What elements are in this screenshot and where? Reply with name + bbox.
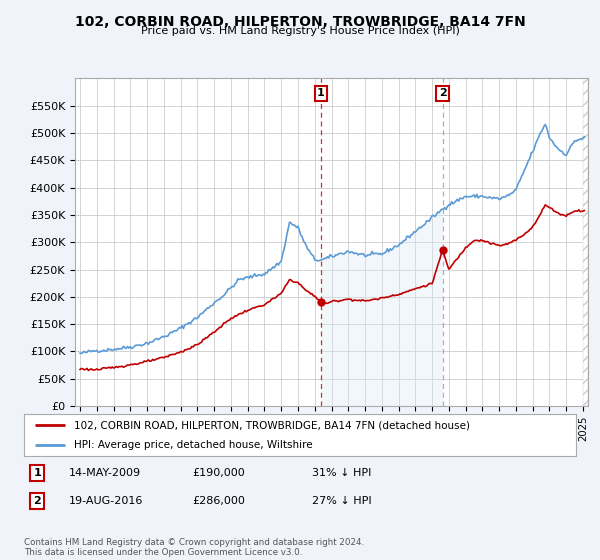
- Text: 1: 1: [34, 468, 41, 478]
- Text: Price paid vs. HM Land Registry's House Price Index (HPI): Price paid vs. HM Land Registry's House …: [140, 26, 460, 36]
- Text: HPI: Average price, detached house, Wiltshire: HPI: Average price, detached house, Wilt…: [74, 441, 313, 450]
- Text: 102, CORBIN ROAD, HILPERTON, TROWBRIDGE, BA14 7FN: 102, CORBIN ROAD, HILPERTON, TROWBRIDGE,…: [74, 15, 526, 29]
- Text: 31% ↓ HPI: 31% ↓ HPI: [312, 468, 371, 478]
- Text: 1: 1: [317, 88, 325, 98]
- Text: 2: 2: [439, 88, 446, 98]
- Text: Contains HM Land Registry data © Crown copyright and database right 2024.
This d: Contains HM Land Registry data © Crown c…: [24, 538, 364, 557]
- Text: £190,000: £190,000: [192, 468, 245, 478]
- Text: 2: 2: [34, 496, 41, 506]
- Text: 19-AUG-2016: 19-AUG-2016: [69, 496, 143, 506]
- Text: 27% ↓ HPI: 27% ↓ HPI: [312, 496, 371, 506]
- Text: 14-MAY-2009: 14-MAY-2009: [69, 468, 141, 478]
- Text: £286,000: £286,000: [192, 496, 245, 506]
- Text: 102, CORBIN ROAD, HILPERTON, TROWBRIDGE, BA14 7FN (detached house): 102, CORBIN ROAD, HILPERTON, TROWBRIDGE,…: [74, 421, 470, 430]
